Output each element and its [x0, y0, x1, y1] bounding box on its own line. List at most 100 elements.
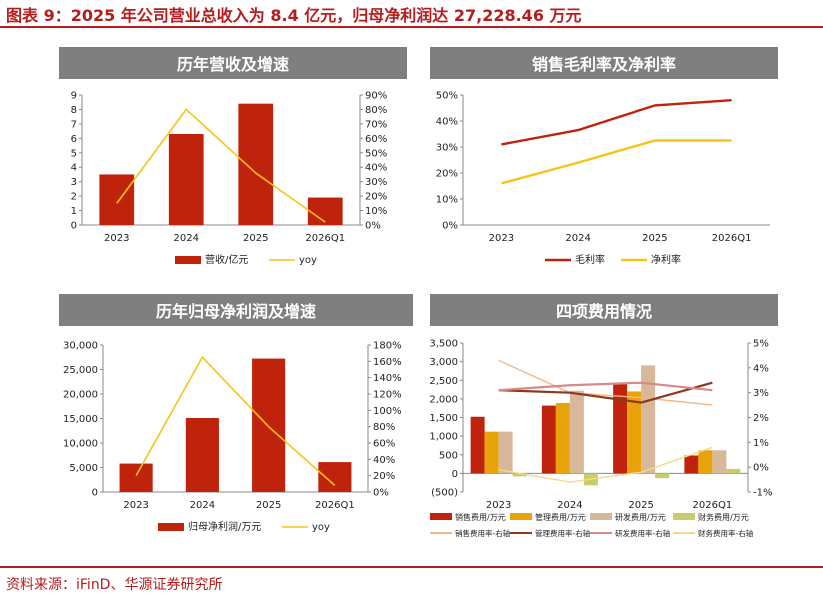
y-tick-label-left: 20%	[436, 169, 458, 180]
y-tick-label-left: 7	[71, 119, 77, 130]
expense-bar	[655, 473, 670, 479]
y-tick-label-left: 8	[71, 105, 77, 116]
x-tick-label: 2024	[565, 233, 590, 244]
legend-swatch-bar	[673, 513, 695, 520]
y-tick-label-right: 2%	[753, 413, 769, 424]
legend-label-bar: 财务费用/万元	[698, 512, 749, 522]
yoy-line	[116, 108, 326, 223]
source-note: 资料来源：iFinD、华源证券研究所	[6, 577, 223, 593]
title-rule	[0, 26, 823, 28]
y-tick-label-left: 3,000	[429, 357, 458, 368]
ratio-line	[498, 381, 713, 392]
y-tick-label-left: (500)	[431, 488, 458, 499]
legend-label: 净利率	[651, 253, 681, 266]
banner-revenue: 历年营收及增速	[59, 47, 407, 79]
y-tick-label-right: 1%	[753, 438, 769, 449]
y-tick-label-right: -1%	[753, 488, 772, 499]
expense-bar	[512, 473, 527, 477]
y-tick-label-right: 180%	[373, 341, 402, 352]
y-tick-label-left: 1	[71, 206, 77, 217]
expense-bar	[712, 450, 727, 474]
x-tick-label: 2023	[486, 500, 511, 511]
x-tick-label: 2025	[628, 500, 653, 511]
legend-label-bar: 研发费用/万元	[615, 512, 666, 522]
y-tick-label-left: 9	[71, 91, 77, 102]
y-tick-label-right: 90%	[365, 91, 387, 102]
profit-chart: 0 5,000 10,000 15,000 20,000 25,000 30,000 0% 20…	[63, 341, 402, 534]
banner-profit: 历年归母净利润及增速	[59, 294, 413, 326]
y-tick-label-left: 20,000	[63, 390, 98, 401]
y-tick-label-right: 60%	[373, 439, 395, 450]
expense-bar	[541, 405, 556, 474]
bar	[318, 462, 352, 492]
y-tick-label-left: 6	[71, 134, 77, 145]
y-tick-label-right: 30%	[365, 177, 387, 188]
y-tick-label-left: 50%	[436, 91, 458, 102]
expense-bar	[641, 365, 656, 474]
ratio-line	[498, 381, 713, 404]
bar	[252, 358, 286, 492]
x-tick-label: 2025	[642, 233, 667, 244]
expense-bar	[726, 468, 741, 474]
ratio-line	[498, 446, 713, 483]
y-tick-label-right: 4%	[753, 363, 769, 374]
y-tick-label-left: 1,000	[429, 432, 458, 443]
x-tick-label: 2024	[557, 500, 582, 511]
y-tick-label-left: 5,000	[69, 463, 98, 474]
legend-label: 毛利率	[575, 253, 605, 266]
y-tick-label-right: 0%	[753, 463, 769, 474]
yoy-line	[135, 355, 336, 487]
legend-swatch-bar	[158, 523, 184, 531]
y-tick-label-right: 40%	[365, 163, 387, 174]
y-tick-label-left: 30%	[436, 143, 458, 154]
figure-title: 图表 9：2025 年公司营业总收入为 8.4 亿元，归母净利润达 27,228…	[6, 6, 582, 25]
legend-label-bar: 营收/亿元	[205, 253, 248, 266]
legend-label-line: yoy	[312, 522, 330, 533]
y-tick-label-left: 10%	[436, 195, 458, 206]
y-tick-label-left: 1,500	[429, 413, 458, 424]
legend-label-bar: 归母净利润/万元	[188, 520, 261, 533]
legend-label-bar: 销售费用/万元	[455, 512, 506, 522]
y-tick-label-left: 40%	[436, 117, 458, 128]
y-tick-label-left: 5	[71, 148, 77, 159]
legend-swatch-bar	[430, 513, 452, 520]
expense-bar	[698, 450, 713, 474]
y-tick-label-left: 0	[452, 469, 458, 480]
legend-label-line: 销售费用率-右轴	[455, 528, 510, 538]
y-tick-label-right: 70%	[365, 119, 387, 130]
y-tick-label-left: 3	[71, 177, 77, 188]
x-tick-label: 2024	[174, 233, 199, 244]
y-tick-label-left: 3,500	[429, 339, 458, 350]
y-tick-label-right: 10%	[365, 206, 387, 217]
y-tick-label-right: 40%	[373, 455, 395, 466]
expense-bar	[613, 383, 628, 474]
source-rule	[0, 566, 823, 568]
y-tick-label-right: 100%	[373, 406, 402, 417]
y-tick-label-right: 80%	[373, 422, 395, 433]
x-tick-label: 2024	[190, 500, 215, 511]
expense-bar	[627, 391, 642, 474]
expense-bar	[569, 390, 584, 474]
y-tick-label-right: 160%	[373, 357, 402, 368]
y-tick-label-left: 30,000	[63, 341, 98, 352]
y-tick-label-right: 60%	[365, 134, 387, 145]
banner-margin: 销售毛利率及净利率	[430, 47, 778, 79]
y-tick-label-right: 3%	[753, 388, 769, 399]
revenue-chart: 01234567890%10%20%30%40%50%60%70%80%90%2…	[71, 91, 388, 267]
y-tick-label-left: 25,000	[63, 365, 98, 376]
y-tick-label-right: 0%	[365, 221, 381, 232]
x-tick-label: 2025	[243, 233, 268, 244]
y-tick-label-right: 80%	[365, 105, 387, 116]
margin-chart: 0% 10% 20% 30% 40% 50% 2023 2024 2025 2026Q1 毛利率 净利…	[436, 91, 770, 266]
banner-expenses: 四项费用情况	[430, 294, 778, 326]
y-tick-label-left: 0	[92, 488, 98, 499]
legend-swatch-bar	[175, 256, 201, 264]
bar	[99, 174, 135, 225]
y-tick-label-right: 0%	[373, 488, 389, 499]
y-tick-label-left: 0%	[442, 221, 458, 232]
y-tick-label-right: 5%	[753, 339, 769, 350]
x-tick-label: 2026Q1	[315, 500, 355, 511]
y-tick-label-right: 50%	[365, 148, 387, 159]
y-tick-label-left: 2,000	[429, 394, 458, 405]
legend-label-line: 财务费用率-右轴	[698, 528, 753, 538]
